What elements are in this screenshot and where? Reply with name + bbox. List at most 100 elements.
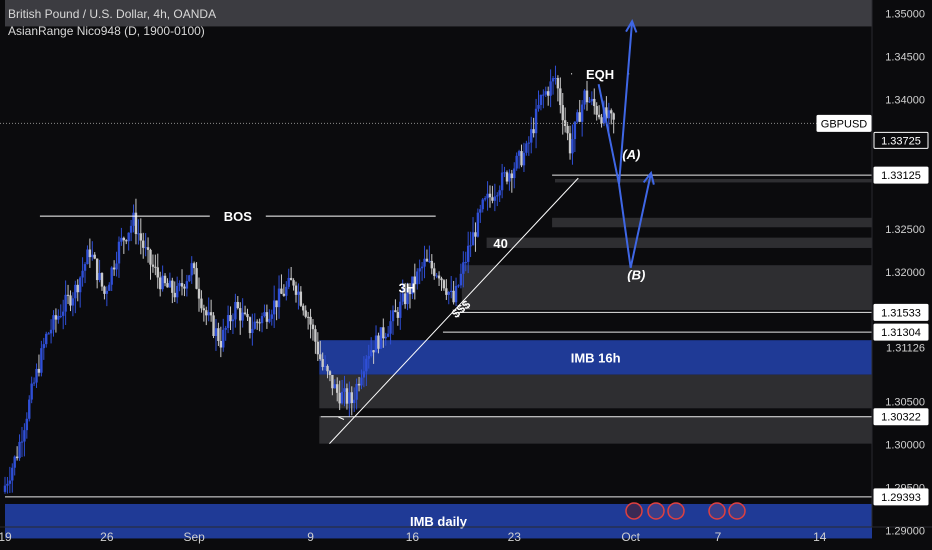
candle-body: [394, 310, 397, 313]
candle-body: [183, 286, 186, 289]
candle-body: [573, 121, 577, 140]
candle-body: [459, 273, 463, 286]
candle-body: [285, 286, 288, 296]
y-tick-label: 1.30500: [885, 396, 925, 408]
candle-body: [498, 190, 501, 196]
candle-body: [556, 78, 560, 89]
candle-body: [222, 329, 225, 348]
projection-label: (B): [627, 268, 645, 283]
candle-body: [202, 308, 206, 311]
structure-label-bos: BOS: [224, 209, 253, 224]
candle-body: [171, 280, 174, 293]
candle-body: [241, 312, 244, 321]
candle-body: [399, 301, 402, 318]
candle-body: [256, 321, 259, 323]
candle-body: [105, 290, 109, 294]
candle-body: [374, 335, 378, 353]
candle-body: [251, 328, 254, 333]
candle-body: [95, 258, 99, 281]
projection-arrowhead: [642, 170, 655, 185]
zone-label: IMB 16h: [571, 350, 621, 365]
x-tick-label: 7: [715, 530, 722, 544]
candle-body: [25, 418, 29, 431]
candle-body: [493, 196, 497, 201]
price-label-box: [873, 303, 929, 321]
y-tick-label: 1.34000: [885, 95, 925, 107]
candle-body: [137, 233, 140, 235]
candle-body: [559, 88, 562, 106]
candle-body: [86, 249, 89, 265]
candle-body: [583, 90, 586, 105]
candle-body: [47, 333, 50, 335]
candle-body: [527, 142, 530, 144]
candle-body: [496, 195, 499, 197]
candle-body: [76, 284, 79, 293]
candle-body: [466, 245, 470, 262]
candle-body: [69, 295, 72, 306]
candle-body: [3, 485, 7, 492]
candle-body: [522, 152, 526, 166]
candle-body: [275, 300, 278, 308]
candle-body: [471, 232, 475, 246]
candle-body: [590, 98, 594, 102]
candle-body: [212, 315, 215, 336]
candle-body: [18, 441, 21, 459]
candle-body: [321, 359, 324, 367]
candle-body: [268, 318, 271, 322]
candle-body: [440, 278, 443, 281]
candle-body: [430, 260, 433, 269]
candle-body: [452, 290, 455, 303]
candle-body: [571, 139, 574, 154]
candle-body: [35, 368, 38, 383]
candle-body: [142, 240, 145, 248]
price-label-text: 1.31533: [881, 307, 921, 319]
candle-body: [563, 120, 567, 126]
lines-layer: [0, 18, 872, 498]
candle-body: [311, 324, 315, 330]
candle-body: [486, 193, 489, 199]
candle-body: [418, 268, 421, 272]
candle-body: [377, 335, 380, 349]
candle-body: [149, 249, 152, 265]
structure-label-eqh: EQH: [586, 67, 614, 82]
candle-body: [166, 283, 169, 288]
candle-body: [88, 249, 92, 258]
candle-body: [20, 441, 24, 443]
candle-body: [328, 371, 332, 375]
candle-body: [185, 281, 189, 289]
candle-body: [15, 456, 19, 459]
candle-body: [561, 105, 564, 121]
candle-body: [481, 199, 484, 210]
x-tick-label: 9: [307, 530, 314, 544]
candle-body: [263, 312, 266, 317]
candle-body: [585, 90, 589, 103]
candle-body: [474, 232, 477, 237]
candle-body: [530, 129, 533, 143]
candle-body: [229, 315, 232, 322]
candle-body: [103, 286, 106, 294]
candle-body: [605, 107, 608, 119]
candle-body: [161, 275, 164, 290]
candle-body: [343, 388, 346, 392]
candle-body: [379, 327, 383, 349]
candle-body: [367, 356, 370, 359]
candle-body: [120, 237, 123, 242]
zone-label: IMB daily: [410, 514, 468, 529]
zone-3h: [461, 265, 872, 311]
candle-body: [323, 365, 327, 367]
candle-body: [435, 275, 438, 277]
candle-body: [488, 193, 492, 198]
candle-body: [52, 315, 55, 330]
candle-body: [8, 480, 12, 484]
candle-body: [108, 284, 111, 291]
candle-body: [299, 291, 303, 306]
zone-box-4: [319, 416, 872, 444]
candle-body: [13, 456, 16, 468]
candle-body: [28, 399, 31, 419]
candle-body: [338, 392, 341, 404]
candle-body: [309, 316, 312, 325]
x-tick-label: 16: [406, 530, 420, 544]
candle-body: [64, 294, 67, 312]
